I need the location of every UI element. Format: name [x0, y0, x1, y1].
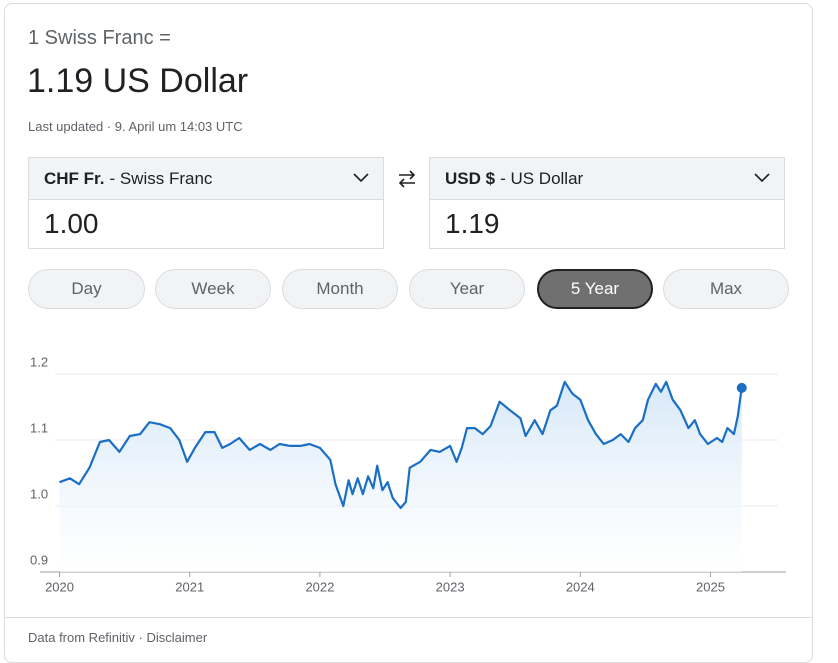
to-box: USD $ - US Dollar 1.19 — [429, 157, 785, 249]
range-button[interactable]: Year — [409, 269, 525, 309]
x-tick-label: 2022 — [305, 579, 334, 594]
chevron — [353, 173, 369, 183]
chevron — [754, 173, 770, 183]
page: 1 Swiss Franc = 1.19 US Dollar Last upda… — [4, 3, 813, 663]
result: 1.19 US Dollar — [27, 62, 249, 100]
from-box: CHF Fr. - Swiss Franc 1.00 — [28, 157, 384, 249]
x-tick-label: 2021 — [175, 579, 204, 594]
currency-name: - Swiss Franc — [109, 169, 213, 188]
from-label: 1 Swiss Franc = — [28, 27, 171, 49]
area — [59, 381, 742, 572]
y-tick-label: 1.2 — [30, 354, 48, 369]
y-tick-label: 1.1 — [30, 420, 48, 435]
range-button[interactable]: Max — [663, 269, 789, 309]
divider — [4, 617, 813, 618]
to-amount[interactable]: 1.19 — [445, 208, 500, 239]
range-button[interactable]: 5 Year — [537, 269, 653, 309]
x-tick-label: 2020 — [45, 579, 74, 594]
from-select[interactable]: CHF Fr. - Swiss Franc — [29, 158, 383, 200]
x-tick-label: 2025 — [696, 579, 725, 594]
x-tick-label: 2024 — [566, 579, 595, 594]
code: USD $ — [445, 169, 496, 188]
x-tick-label: 2023 — [436, 579, 465, 594]
footer-source: Data from Refinitiv · Disclaimer — [28, 630, 208, 645]
to-select[interactable]: USD $ - US Dollar — [430, 158, 784, 200]
updated: Last updated · 9. April um 14:03 UTC — [28, 119, 243, 134]
swap-icon[interactable] — [397, 169, 417, 189]
line — [59, 380, 743, 510]
y-tick-label: 1.0 — [30, 486, 48, 501]
range-button[interactable]: Week — [155, 269, 271, 309]
range-button[interactable]: Month — [282, 269, 398, 309]
code: CHF Fr. — [44, 169, 105, 188]
chart: 0.9 1.0 1.1 1.2 2020 2021 2022 2023 2024 2025 — [30, 354, 786, 594]
from-amount[interactable]: 1.00 — [44, 208, 99, 239]
end-marker — [736, 382, 747, 393]
range-button[interactable]: Day — [28, 269, 145, 309]
currency-name: - US Dollar — [500, 169, 584, 188]
y-tick-label: 0.9 — [30, 552, 48, 567]
